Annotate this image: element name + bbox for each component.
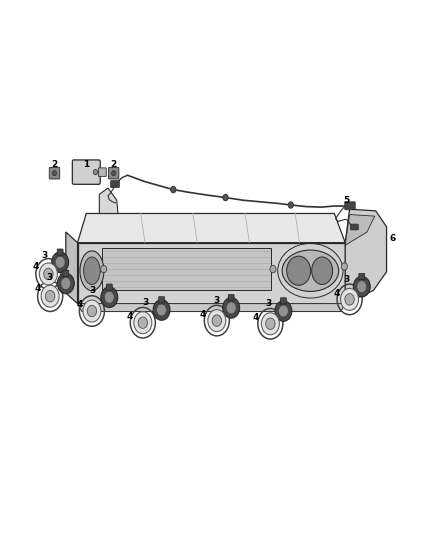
Text: 1: 1 xyxy=(83,160,89,169)
Circle shape xyxy=(83,300,101,322)
Polygon shape xyxy=(78,243,345,304)
Circle shape xyxy=(39,263,57,285)
FancyBboxPatch shape xyxy=(109,167,119,179)
Circle shape xyxy=(101,287,118,308)
Circle shape xyxy=(52,171,57,176)
Text: 3: 3 xyxy=(90,286,96,295)
FancyBboxPatch shape xyxy=(106,284,112,290)
Text: 4: 4 xyxy=(32,262,39,271)
Polygon shape xyxy=(99,188,118,214)
Circle shape xyxy=(93,169,98,175)
Circle shape xyxy=(134,312,152,334)
Text: 3: 3 xyxy=(265,299,272,308)
Circle shape xyxy=(279,305,288,317)
Polygon shape xyxy=(78,304,345,312)
Circle shape xyxy=(345,294,354,305)
Circle shape xyxy=(46,290,55,302)
FancyBboxPatch shape xyxy=(111,181,119,188)
Text: 4: 4 xyxy=(77,300,83,309)
Circle shape xyxy=(87,305,97,317)
Text: 4: 4 xyxy=(199,310,206,319)
Text: 2: 2 xyxy=(51,160,58,169)
Circle shape xyxy=(226,302,236,314)
Circle shape xyxy=(101,265,107,273)
Circle shape xyxy=(266,318,275,329)
Circle shape xyxy=(341,263,347,270)
Circle shape xyxy=(223,195,228,201)
FancyBboxPatch shape xyxy=(159,297,164,303)
Circle shape xyxy=(61,278,71,289)
FancyBboxPatch shape xyxy=(63,270,69,277)
Circle shape xyxy=(223,297,240,318)
FancyBboxPatch shape xyxy=(280,298,286,304)
Ellipse shape xyxy=(312,257,332,285)
Circle shape xyxy=(261,313,279,335)
Polygon shape xyxy=(78,214,345,243)
Circle shape xyxy=(44,268,53,280)
Polygon shape xyxy=(345,215,375,245)
FancyBboxPatch shape xyxy=(228,295,234,301)
Text: 3: 3 xyxy=(41,252,47,261)
Circle shape xyxy=(138,317,148,328)
Text: 3: 3 xyxy=(214,296,220,305)
Text: 4: 4 xyxy=(253,313,259,322)
Circle shape xyxy=(275,301,292,321)
Circle shape xyxy=(112,171,116,176)
Polygon shape xyxy=(102,248,271,290)
Circle shape xyxy=(41,285,59,307)
Text: 3: 3 xyxy=(344,274,350,284)
Ellipse shape xyxy=(84,257,100,285)
FancyBboxPatch shape xyxy=(99,168,106,176)
Text: 3: 3 xyxy=(46,272,53,281)
Circle shape xyxy=(212,315,222,326)
FancyBboxPatch shape xyxy=(350,224,358,230)
Text: 2: 2 xyxy=(110,160,117,169)
Polygon shape xyxy=(66,232,78,304)
Circle shape xyxy=(157,304,166,316)
Text: 4: 4 xyxy=(34,284,41,293)
Circle shape xyxy=(353,276,370,297)
Text: 4: 4 xyxy=(333,288,340,297)
Circle shape xyxy=(104,292,114,303)
FancyBboxPatch shape xyxy=(49,167,60,179)
Text: 3: 3 xyxy=(143,298,149,307)
Circle shape xyxy=(153,300,170,320)
Text: 5: 5 xyxy=(343,196,349,205)
FancyBboxPatch shape xyxy=(57,249,63,255)
Text: 6: 6 xyxy=(389,235,396,244)
Ellipse shape xyxy=(287,256,311,285)
Ellipse shape xyxy=(80,251,104,290)
Circle shape xyxy=(171,187,176,193)
Circle shape xyxy=(288,202,293,208)
Polygon shape xyxy=(345,209,387,304)
Circle shape xyxy=(357,281,367,293)
Circle shape xyxy=(341,288,359,310)
FancyBboxPatch shape xyxy=(359,273,365,280)
Circle shape xyxy=(57,273,74,294)
Circle shape xyxy=(52,252,69,272)
FancyBboxPatch shape xyxy=(72,160,100,184)
Circle shape xyxy=(208,310,226,332)
FancyBboxPatch shape xyxy=(345,202,355,210)
Circle shape xyxy=(270,265,276,273)
Text: 4: 4 xyxy=(127,312,133,321)
Ellipse shape xyxy=(282,250,339,292)
Circle shape xyxy=(55,256,65,268)
